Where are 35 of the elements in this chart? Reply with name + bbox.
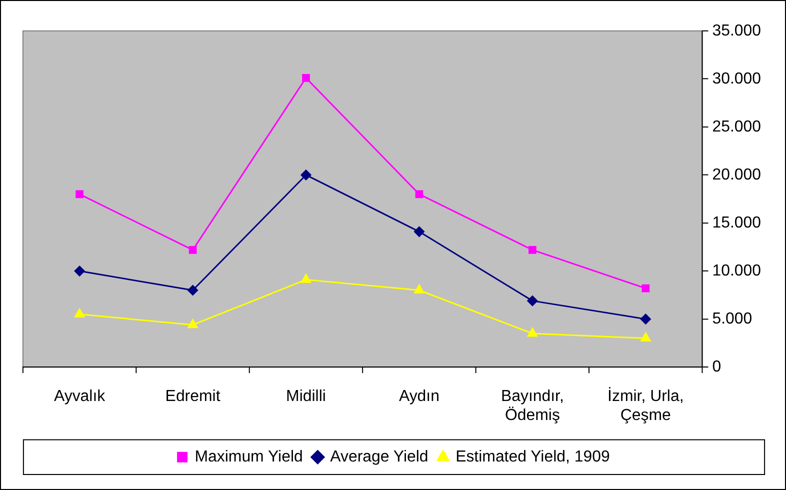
point <box>300 274 312 283</box>
point <box>76 190 84 198</box>
point <box>640 314 651 324</box>
point <box>302 74 310 82</box>
y-tick-label: 10.000 <box>712 262 762 280</box>
point <box>300 170 312 180</box>
point <box>528 246 536 254</box>
y-tick-label: 20.000 <box>712 166 762 184</box>
x-tick-label: Bayındır, Ödemiş <box>500 388 564 424</box>
point <box>188 246 197 254</box>
y-tick-label: 0 <box>712 358 722 376</box>
legend-label: Estimated Yield, 1909 <box>456 448 610 466</box>
y-tick-label: 35.000 <box>712 22 762 40</box>
x-tick-label: Ayvalık <box>54 388 106 405</box>
y-tick-label: 25.000 <box>712 118 762 136</box>
x-tick-label: Midilli <box>286 388 326 405</box>
point <box>74 266 85 276</box>
point <box>527 328 538 337</box>
point <box>640 332 651 342</box>
x-tick-label: İzmir, Urla, Çeşme <box>608 386 684 424</box>
point <box>415 190 424 198</box>
point <box>414 284 424 294</box>
point <box>188 319 198 328</box>
point <box>188 285 198 296</box>
point <box>642 284 650 292</box>
y-tick-label: 30.000 <box>712 70 762 88</box>
y-tick-label: 15.000 <box>712 214 762 232</box>
x-tick-label: Aydın <box>398 388 440 405</box>
point <box>414 226 424 237</box>
point <box>527 296 538 306</box>
point <box>74 308 85 318</box>
legend-label: Maximum Yield <box>194 448 303 466</box>
y-tick-label: 5.000 <box>712 310 752 328</box>
legend-label: Average Yield <box>330 448 428 466</box>
x-tick-label: Edremit <box>165 388 221 405</box>
